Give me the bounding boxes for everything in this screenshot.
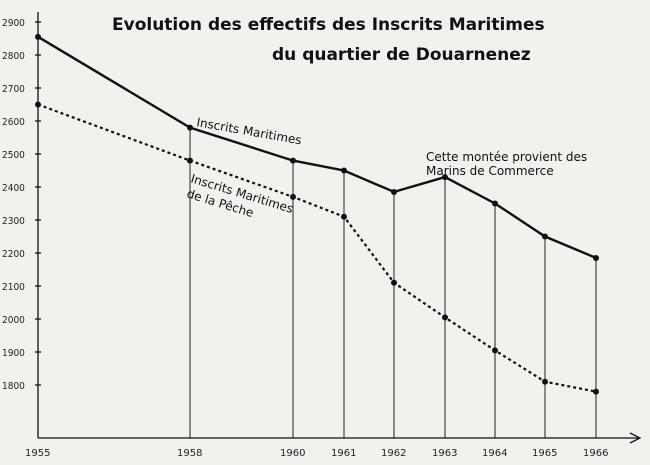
x-tick-label-1965: 1965 — [532, 448, 557, 459]
point-inscrits-maritimes-1966 — [593, 254, 599, 261]
axes — [37, 12, 642, 444]
point-inscrits-maritimes-1964 — [492, 200, 498, 207]
y-tick-label-2400: 2400 — [2, 183, 25, 194]
point-inscrits-maritimes-peche-1966 — [593, 388, 599, 395]
series-line-inscrits-maritimes — [37, 35, 597, 260]
x-tick-label-1964: 1964 — [482, 448, 507, 459]
x-tick-label-1961: 1961 — [331, 448, 356, 459]
point-inscrits-maritimes-1955 — [35, 33, 41, 40]
y-tick-label-2900: 2900 — [2, 18, 25, 29]
y-tick-label-1800: 1800 — [2, 381, 25, 392]
point-inscrits-maritimes-1963 — [442, 174, 448, 181]
chart-title-line2: du quartier de Douarnenez — [272, 45, 531, 65]
point-inscrits-maritimes-1958 — [187, 124, 193, 131]
point-inscrits-maritimes-peche-1962 — [391, 279, 397, 286]
y-tick-label-1900: 1900 — [2, 348, 25, 359]
annotation-line1: Cette montée provient des — [426, 150, 587, 164]
point-inscrits-maritimes-peche-1965 — [542, 378, 548, 385]
series-label-inscrits-maritimes: Inscrits Maritimes — [195, 115, 302, 147]
y-tick-label-2000: 2000 — [2, 315, 25, 326]
point-inscrits-maritimes-1965 — [542, 233, 548, 240]
point-inscrits-maritimes-peche-1958 — [187, 157, 193, 164]
y-tick-label-2500: 2500 — [2, 150, 25, 161]
y-tick-label-2300: 2300 — [2, 216, 25, 227]
x-tick-label-1958: 1958 — [177, 448, 202, 459]
y-tick-label-2600: 2600 — [2, 117, 25, 128]
point-inscrits-maritimes-peche-1964 — [492, 347, 498, 354]
x-tick-label-1960: 1960 — [280, 448, 305, 459]
point-inscrits-maritimes-1962 — [391, 188, 397, 195]
x-tick-label-1966: 1966 — [583, 448, 608, 459]
point-inscrits-maritimes-peche-1963 — [442, 314, 448, 321]
point-inscrits-maritimes-1961 — [341, 167, 347, 174]
y-tick-label-2700: 2700 — [2, 84, 25, 95]
x-axis-ticks: 1955 1958 1960 1961 1962 1963 1964 1965 1966 — [25, 448, 608, 459]
y-axis-ticks: 1800 1900 2000 2100 2200 2300 2400 2500 2600 2700… — [2, 18, 41, 392]
x-tick-label-1955: 1955 — [25, 448, 50, 459]
y-tick-label-2100: 2100 — [2, 282, 25, 293]
point-inscrits-maritimes-peche-1961 — [341, 213, 347, 220]
series-line-inscrits-maritimes-peche — [37, 103, 597, 393]
chart-title-line1: Evolution des effectifs des Inscrits Mar… — [112, 15, 545, 35]
point-inscrits-maritimes-peche-1960 — [290, 193, 296, 200]
y-tick-label-2800: 2800 — [2, 51, 25, 62]
y-tick-label-2200: 2200 — [2, 249, 25, 260]
x-tick-label-1962: 1962 — [381, 448, 406, 459]
annotation-line2: Marins de Commerce — [426, 164, 554, 178]
point-inscrits-maritimes-1960 — [290, 157, 296, 164]
point-inscrits-maritimes-peche-1955 — [35, 101, 41, 108]
x-axis-arrow — [629, 432, 642, 444]
series-layer — [35, 33, 599, 395]
x-tick-label-1963: 1963 — [432, 448, 457, 459]
